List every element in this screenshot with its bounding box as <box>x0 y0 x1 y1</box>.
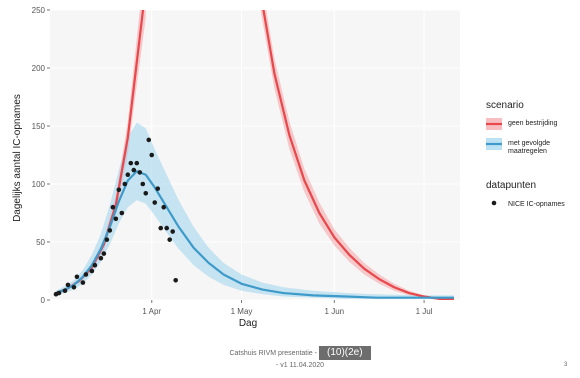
series-band-2 <box>55 122 455 299</box>
data-point <box>62 288 68 294</box>
data-point <box>116 187 122 193</box>
series-line-2 <box>55 170 455 299</box>
data-point <box>158 225 164 231</box>
data-point <box>140 181 146 187</box>
data-point <box>149 152 155 158</box>
confidence-bands <box>55 10 455 300</box>
legend-key-point <box>491 200 497 206</box>
plot-background <box>50 10 460 300</box>
series-lines <box>55 10 455 300</box>
data-point <box>110 204 116 210</box>
footer-source: Catshuis RIVM presentatie - <box>229 349 317 357</box>
data-point <box>113 216 119 222</box>
y-tick-label: 0 <box>41 296 46 305</box>
data-point <box>167 237 173 242</box>
legend-title-datapunten: datapunten <box>486 180 536 191</box>
data-point <box>170 229 176 234</box>
data-point <box>134 160 140 166</box>
redaction-box: (10)(2e) <box>318 346 371 360</box>
footer-line-2: - v1 11.04.2020 <box>275 362 325 369</box>
x-tick-label: 1 Jul <box>416 307 433 316</box>
y-tick-label: 50 <box>36 238 45 247</box>
plot-panel <box>50 10 460 300</box>
data-point <box>92 262 98 268</box>
data-point <box>128 160 134 166</box>
data-point <box>101 251 107 256</box>
footer-line-1: Catshuis RIVM presentatie - (10)(2e) <box>200 346 400 360</box>
series-band-1 <box>260 10 455 300</box>
legend-label-series: geen bestrijding <box>508 120 558 127</box>
data-point <box>155 186 161 191</box>
data-point <box>104 237 110 242</box>
series-line-1 <box>262 10 455 300</box>
legend-label-points: NICE IC-opnames <box>508 201 565 208</box>
data-point <box>89 268 95 274</box>
legend-label-series: maatregelen <box>508 148 547 155</box>
data-points <box>53 137 178 297</box>
legend: scenario datapunten geen bestrijding met … <box>486 100 565 208</box>
data-point <box>173 277 178 283</box>
x-tick-label: 1 Jun <box>325 307 345 316</box>
data-point <box>98 255 104 261</box>
x-tick-label: 1 Apr <box>142 307 161 316</box>
y-tick-label: 150 <box>32 122 46 131</box>
data-point <box>56 290 62 296</box>
data-point <box>131 167 137 173</box>
data-point <box>143 190 149 196</box>
data-point <box>164 225 170 231</box>
y-tick-label: 200 <box>32 64 46 73</box>
chart: 0 50 100 150 200 250 1 Apr 1 May 1 Jun 1 Jul Dag… <box>12 6 565 329</box>
page-number: 3 <box>564 362 568 368</box>
y-tick-label: 250 <box>32 6 46 15</box>
data-point <box>125 172 131 178</box>
legend-label-series: met gevolgde <box>508 140 550 147</box>
data-point <box>119 210 125 216</box>
data-point <box>80 280 86 285</box>
data-point <box>152 200 158 205</box>
x-axis-title: Dag <box>239 318 257 329</box>
data-point <box>107 228 113 233</box>
y-axis-ticks: 0 50 100 150 200 250 <box>32 6 50 305</box>
data-point <box>137 170 143 175</box>
legend-title-scenario: scenario <box>486 100 524 111</box>
data-point <box>65 282 71 288</box>
data-point <box>146 137 152 143</box>
y-axis-title: Dagelijks aantal IC-opnames <box>12 94 23 222</box>
footer: Catshuis RIVM presentatie - (10)(2e) - v1… <box>200 346 400 371</box>
data-point <box>71 284 77 290</box>
data-point <box>74 274 80 280</box>
data-point <box>122 181 128 187</box>
x-tick-label: 1 May <box>231 307 253 316</box>
x-axis-ticks: 1 Apr 1 May 1 Jun 1 Jul <box>142 300 433 316</box>
data-point <box>161 204 167 210</box>
y-tick-label: 100 <box>32 180 46 189</box>
data-point <box>83 272 89 277</box>
